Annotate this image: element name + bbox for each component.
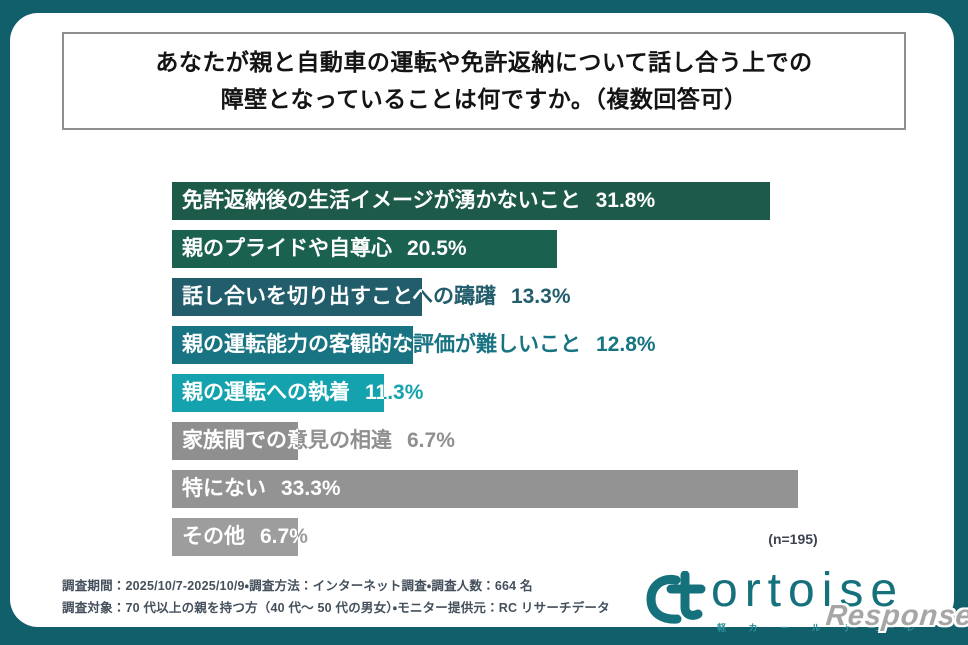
bar-fill: 親の運転能力の客観的な評価が難しいこと12.8% xyxy=(172,326,413,364)
bar-label: その他 xyxy=(182,525,245,548)
bar-label: 話し合いを切り出すことへの躊躇 xyxy=(182,285,422,308)
bar-value: 13.3% xyxy=(510,285,571,308)
question-title-line2: 障壁となっていることは何ですか。（複数回答可） xyxy=(220,86,748,112)
bar-row-objective-evaluation-difficulty: 親の運転能力の客観的な評価が難しいこと12.8% 親の運転能力の客観的な評価が難… xyxy=(172,326,932,364)
survey-period-line: 調査期間：2025/10/7-2025/10/9・調査方法：インターネット調査・… xyxy=(62,579,533,593)
tortoise-logo: ortoise 軽 カ ー ル デ コ レ xyxy=(645,564,935,633)
bar-fill: 親のプライドや自尊心 20.5% xyxy=(172,230,557,268)
bar-label: 親の運転への執着 xyxy=(182,381,350,404)
bar-inside-text: 親のプライドや自尊心 20.5% xyxy=(172,230,467,268)
bar-value: 31.8% xyxy=(595,189,656,212)
question-title-box: あなたが親と自動車の運転や免許返納について話し合う上での 障壁となっていることは… xyxy=(62,32,906,130)
bar-fill: その他 6.7% xyxy=(172,518,298,556)
infographic-card: あなたが親と自動車の運転や免許返納について話し合う上での 障壁となっていることは… xyxy=(10,13,954,633)
bar-fill: 話し合いを切り出すことへの躊躇13.3% xyxy=(172,278,422,316)
bar-value: 33.3% xyxy=(281,477,341,500)
bar-row-nothing-in-particular: 特にない 33.3% 特にない 33.3% xyxy=(172,470,932,508)
bar-inside-text: 免許返納後の生活イメージが湧かないこと 31.8% xyxy=(172,182,655,220)
bar-value: 11.3% xyxy=(365,381,384,404)
bar-label: 親の運転能力の客観的な評価が難しいこと xyxy=(182,333,413,356)
sample-size-note: (n=195) xyxy=(768,531,818,547)
bar-label: 特にない xyxy=(182,477,266,500)
bar-label: 家族間での意見の相違 xyxy=(182,429,298,452)
bar-fill: 特にない 33.3% xyxy=(172,470,798,508)
bar-value: 6.7% xyxy=(260,525,298,548)
bar-inside-text: 家族間での意見の相違6.7% xyxy=(172,422,298,460)
bar-inside-text: 特にない 33.3% xyxy=(172,470,341,508)
survey-methodology-note: 調査期間：2025/10/7-2025/10/9・調査方法：インターネット調査・… xyxy=(62,575,610,619)
bar-value: 6.7% xyxy=(407,429,455,452)
question-title-line1: あなたが親と自動車の運転や免許返納について話し合う上での xyxy=(155,49,813,75)
bar-fill: 免許返納後の生活イメージが湧かないこと 31.8% xyxy=(172,182,770,220)
bar-row-other: その他 6.7% その他 6.7% xyxy=(172,518,932,556)
bar-inside-text: 親の運転能力の客観的な評価が難しいこと12.8% xyxy=(172,326,413,364)
tortoise-logo-text: ortoise xyxy=(711,564,905,617)
bar-row-family-disagreement: 家族間での意見の相違6.7% 家族間での意見の相違6.7% xyxy=(172,422,932,460)
survey-target-line: 調査対象：70 代以上の親を持つ方（40 代～ 50 代の男女）・モニター提供元… xyxy=(62,601,610,615)
bar-row-hesitation-to-start-talk: 話し合いを切り出すことへの躊躇13.3% 話し合いを切り出すことへの躊躇13.3… xyxy=(172,278,932,316)
bar-row-driving-attachment: 親の運転への執着 11.3% 親の運転への執着 11.3% xyxy=(172,374,932,412)
bar-value: 20.5% xyxy=(407,237,467,260)
tortoise-logo-tagline: 軽 カ ー ル デ コ レ xyxy=(717,623,926,633)
bar-inside-text: 話し合いを切り出すことへの躊躇13.3% xyxy=(172,278,422,316)
bar-fill: 家族間での意見の相違6.7% xyxy=(172,422,298,460)
bar-chart: 免許返納後の生活イメージが湧かないこと 31.8% 免許返納後の生活イメージが湧か… xyxy=(172,182,932,566)
bar-fill: 親の運転への執着 11.3% xyxy=(172,374,384,412)
bar-inside-text: 親の運転への執着 11.3% xyxy=(172,374,384,412)
response-watermark: Response. xyxy=(824,600,968,632)
bar-inside-text: その他 6.7% xyxy=(172,518,298,556)
bar-label: 親のプライドや自尊心 xyxy=(182,237,392,260)
bar-row-license-return-image: 免許返納後の生活イメージが湧かないこと 31.8% 免許返納後の生活イメージが湧か… xyxy=(172,182,932,220)
bar-row-parent-pride: 親のプライドや自尊心 20.5% 親のプライドや自尊心 20.5% xyxy=(172,230,932,268)
bar-value: 12.8% xyxy=(596,333,656,356)
tortoise-shell-icon xyxy=(645,570,711,632)
bar-label: 免許返納後の生活イメージが湧かないこと xyxy=(182,189,581,212)
